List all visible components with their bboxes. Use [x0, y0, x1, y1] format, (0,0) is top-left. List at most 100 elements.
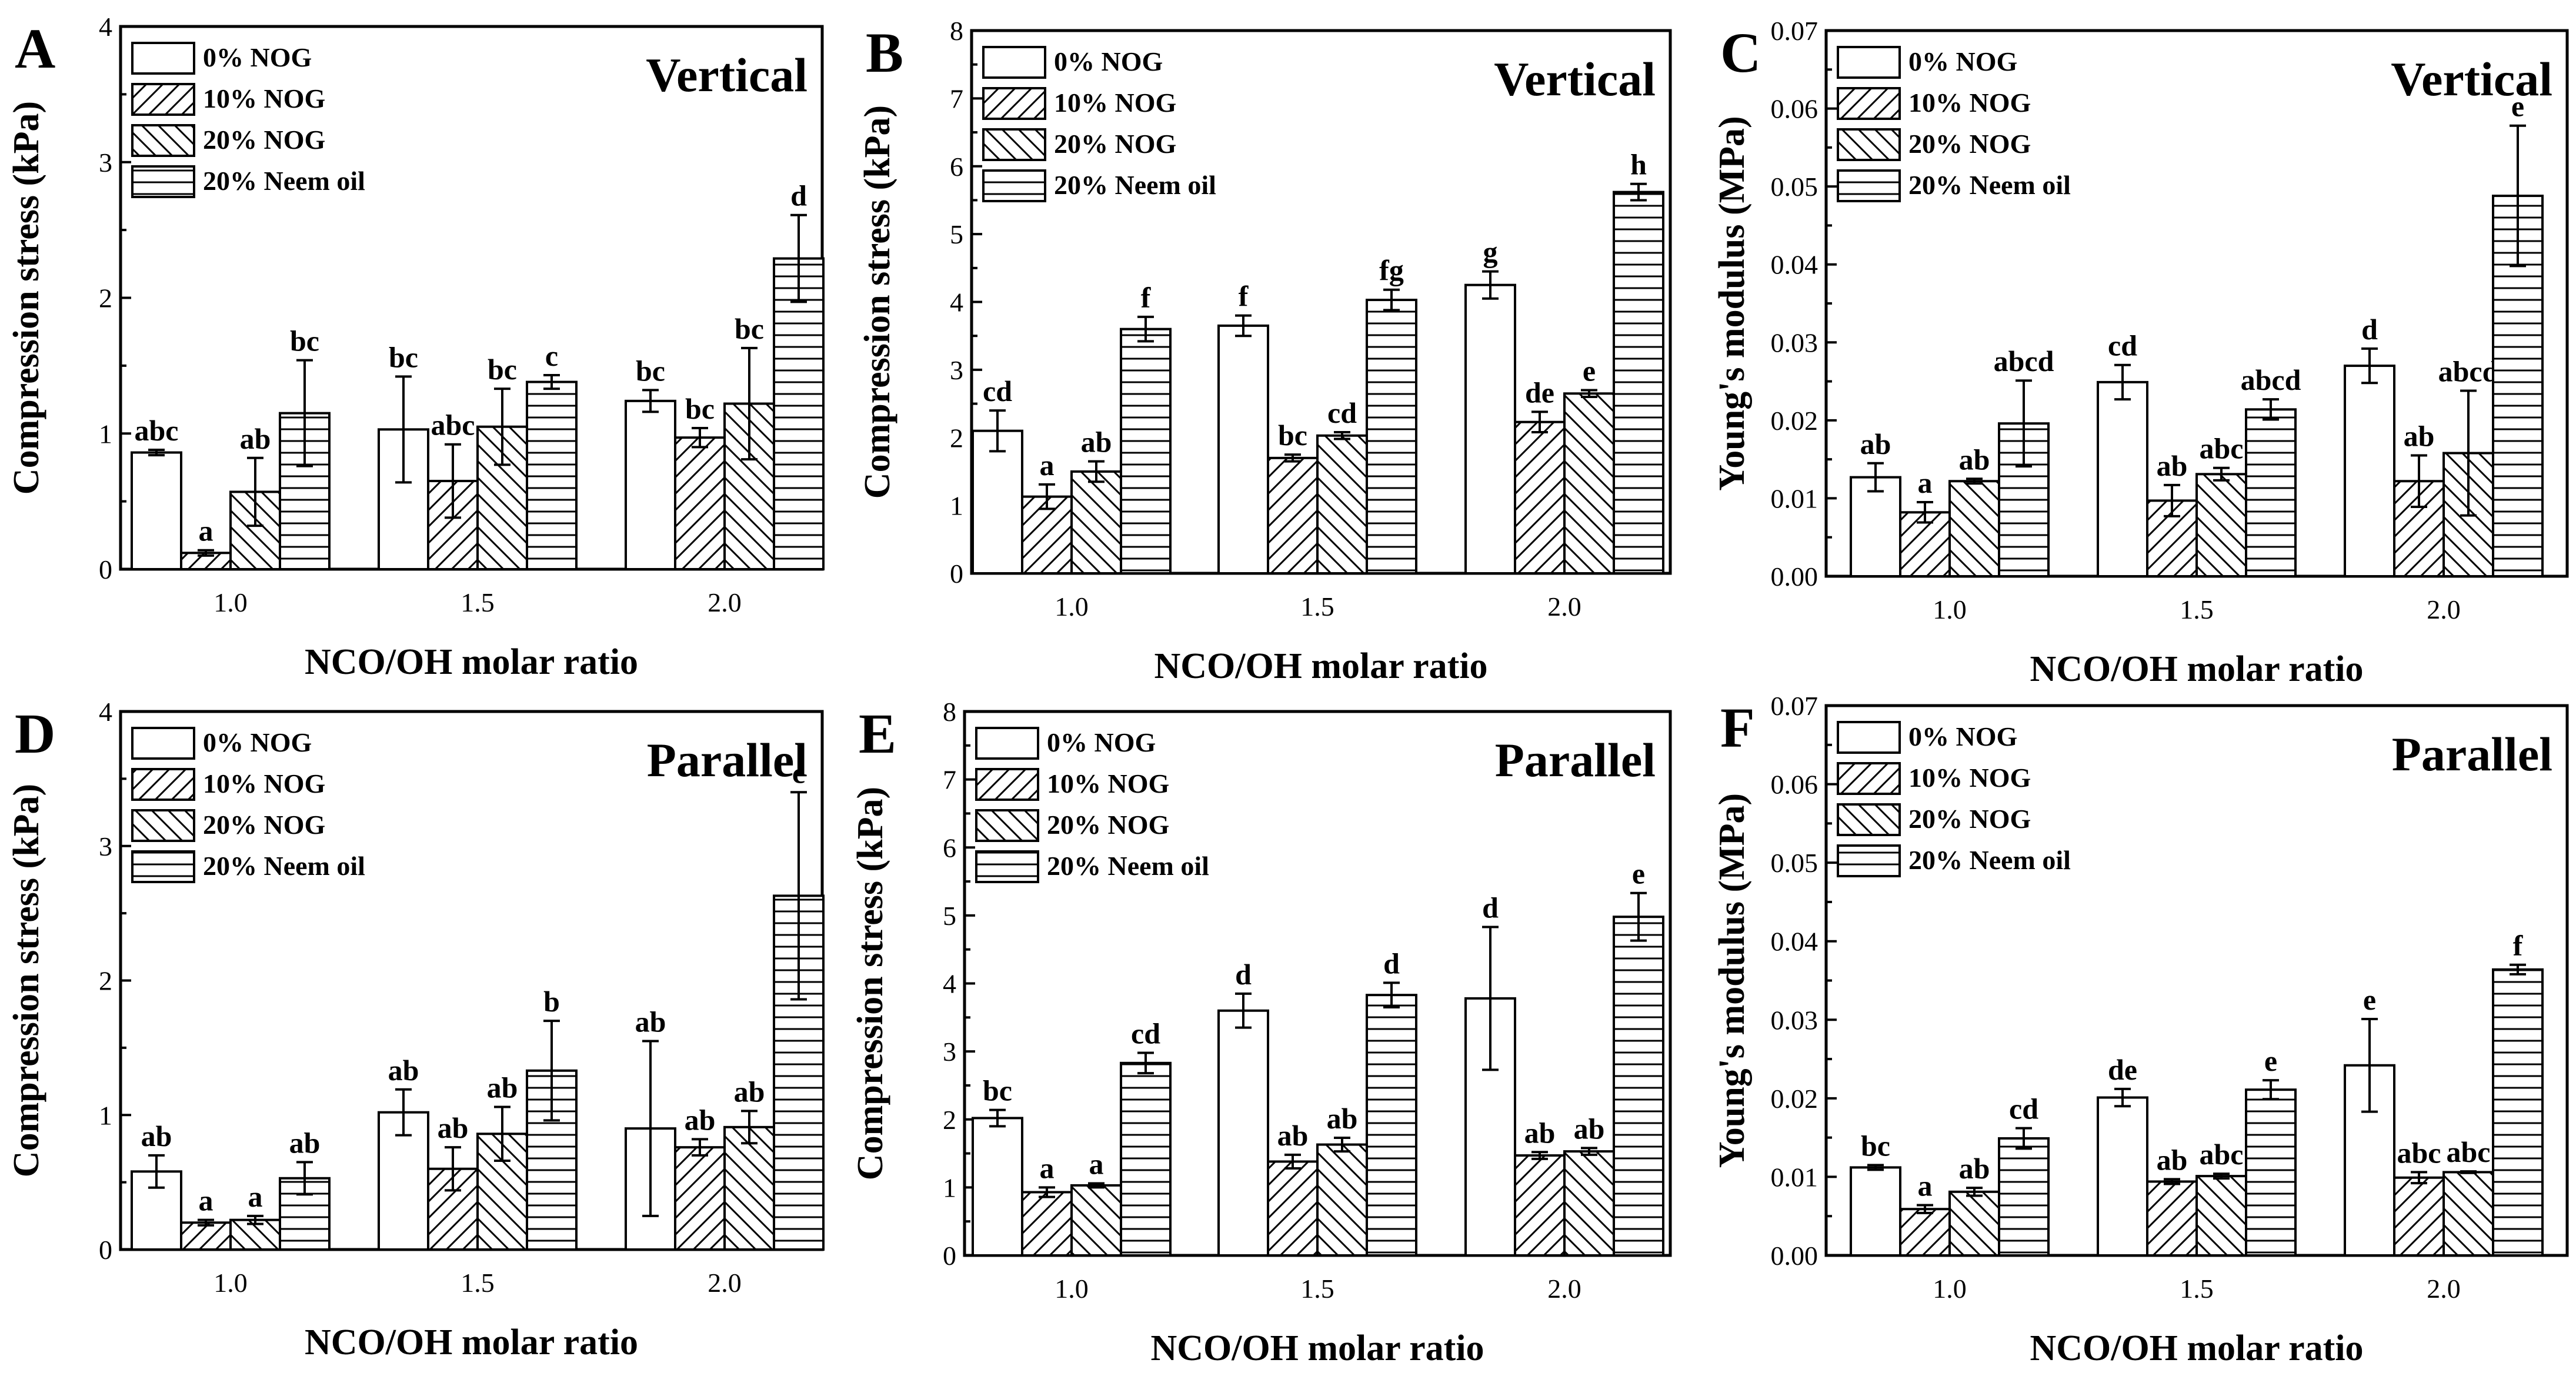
legend-label: 10% NOG — [1054, 88, 1176, 118]
bar — [1217, 324, 1269, 574]
y-tick-label: 0.02 — [1771, 1084, 1818, 1114]
legend-swatch — [131, 727, 195, 760]
bar — [131, 1170, 182, 1251]
significance-label: d — [1383, 947, 1400, 980]
y-tick-label: 7 — [950, 83, 963, 113]
x-tick-label: 1.0 — [213, 587, 248, 617]
x-tick-label: 2.0 — [1547, 592, 1581, 622]
y-tick-label: 1 — [99, 419, 112, 449]
bar — [2195, 1175, 2247, 1257]
significance-label: ab — [635, 1005, 666, 1038]
y-tick-label: 0 — [950, 559, 963, 589]
significance-label: cd — [2108, 329, 2137, 362]
y-axis-label: Young's modulus (MPa) — [1712, 116, 1752, 490]
legend-label: 20% Neem oil — [203, 851, 365, 881]
bar — [2097, 1096, 2148, 1257]
legend-swatch — [1837, 721, 1901, 754]
bar — [2245, 408, 2297, 577]
y-tick-label: 0.00 — [1771, 1241, 1818, 1271]
y-tick-label: 0 — [943, 1241, 956, 1271]
legend-label: 10% NOG — [203, 83, 325, 113]
y-tick-label: 8 — [943, 697, 956, 727]
significance-label: bc — [389, 340, 418, 373]
bar — [1366, 994, 1417, 1257]
x-tick-label: 1.5 — [2180, 594, 2214, 624]
y-tick-label: 0.01 — [1771, 483, 1818, 513]
bar — [773, 257, 825, 570]
bar — [279, 1177, 331, 1251]
legend-swatch — [975, 809, 1039, 842]
y-axis-label: Compression stress (kPa) — [6, 101, 46, 495]
bar — [625, 399, 676, 570]
panel-title: Parallel — [647, 733, 807, 787]
y-tick-label: 1 — [950, 491, 963, 521]
bar — [1899, 1208, 1951, 1257]
significance-label: bc — [290, 325, 319, 358]
legend-label: 20% NOG — [203, 125, 325, 155]
panel-letter: A — [15, 17, 55, 80]
significance-label: d — [2361, 313, 2378, 346]
panel-title: Parallel — [2392, 727, 2552, 781]
significance-label: ab — [141, 1120, 172, 1152]
x-tick-label: 1.5 — [1300, 592, 1334, 622]
significance-label: d — [1235, 958, 1252, 991]
x-tick-label: 1.5 — [461, 1268, 495, 1298]
significance-label: ab — [1574, 1112, 1605, 1145]
legend-swatch — [982, 169, 1046, 202]
bar — [1316, 434, 1368, 574]
y-tick-label: 0.04 — [1771, 927, 1818, 957]
significance-label: fg — [1379, 254, 1404, 287]
significance-label: f — [1141, 281, 1152, 314]
y-tick-label: 0.06 — [1771, 770, 1818, 800]
y-tick-label: 2 — [99, 283, 112, 313]
significance-label: abc — [2447, 1135, 2491, 1168]
x-tick-label: 2.0 — [2427, 594, 2461, 624]
significance-label: ab — [438, 1111, 469, 1144]
y-tick-label: 0.03 — [1771, 1005, 1818, 1035]
bar — [674, 436, 726, 570]
bar — [1613, 916, 1664, 1257]
significance-label: a — [1918, 1170, 1933, 1202]
significance-label: bc — [685, 392, 715, 425]
bar — [1998, 1137, 2050, 1257]
legend-label: 0% NOG — [1908, 46, 2017, 76]
significance-label: ab — [1277, 1119, 1309, 1152]
y-tick-label: 4 — [943, 969, 956, 999]
significance-label: a — [1918, 466, 1933, 499]
y-tick-label: 4 — [99, 12, 112, 42]
significance-label: d — [1482, 891, 1499, 924]
bar — [1514, 1154, 1566, 1257]
panel-letter: E — [859, 702, 896, 765]
x-axis-label: NCO/OH molar ratio — [305, 1322, 638, 1362]
panel-title: Vertical — [1494, 52, 1656, 106]
significance-label: f — [2513, 929, 2524, 962]
x-axis-label: NCO/OH molar ratio — [2030, 649, 2363, 689]
panel-letter: B — [866, 21, 903, 84]
significance-label: abc — [135, 414, 179, 447]
legend-label: 20% NOG — [1908, 804, 2031, 834]
y-tick-label: 3 — [99, 148, 112, 178]
y-tick-label: 4 — [950, 288, 963, 318]
significance-label: f — [1239, 280, 1249, 313]
significance-label: bc — [636, 354, 665, 387]
bar — [2097, 380, 2148, 577]
significance-label: a — [248, 1180, 263, 1213]
bar — [180, 1221, 232, 1251]
significance-label: abcd — [2438, 355, 2499, 387]
bar — [1120, 328, 1172, 575]
legend-swatch — [131, 165, 195, 198]
bar — [1850, 1166, 1901, 1257]
legend-swatch — [131, 83, 195, 116]
significance-label: e — [2511, 90, 2524, 123]
x-tick-label: 1.0 — [1933, 1274, 1967, 1304]
legend-label: 10% NOG — [203, 769, 325, 799]
legend-label: 10% NOG — [1908, 88, 2031, 118]
y-tick-label: 2 — [950, 423, 963, 453]
x-tick-label: 2.0 — [1547, 1274, 1581, 1304]
significance-label: ab — [1959, 1152, 1990, 1185]
legend-label: 10% NOG — [1047, 769, 1169, 799]
y-axis-label: Compression stress (kPa) — [850, 787, 890, 1180]
bar — [1563, 1150, 1615, 1257]
bar — [1948, 1190, 2000, 1257]
